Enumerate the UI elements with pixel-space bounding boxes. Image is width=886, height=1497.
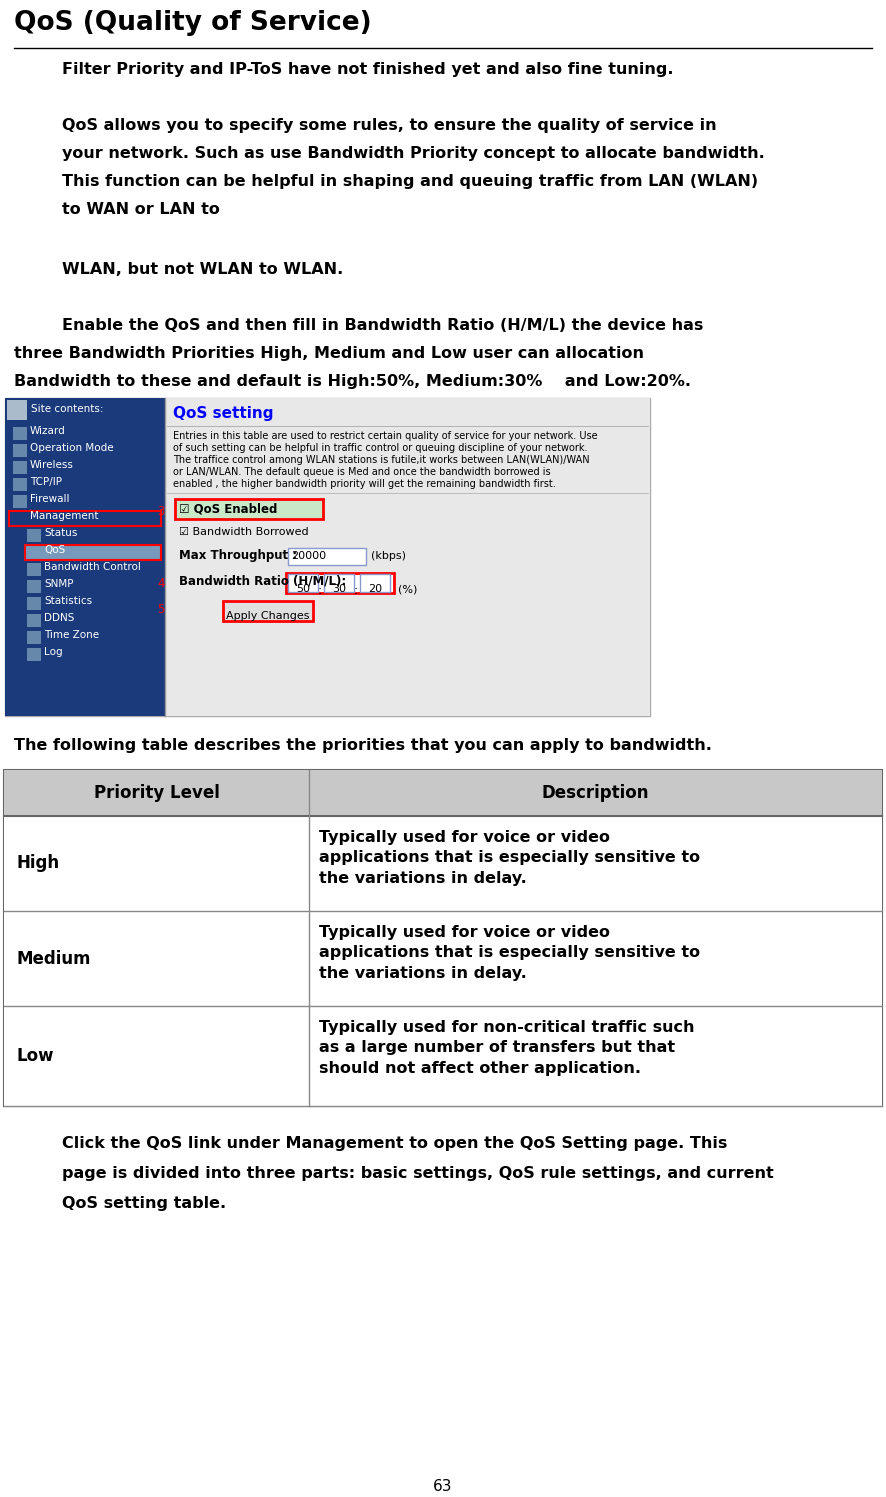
Text: 30: 30 [332,584,346,594]
Text: Filter Priority and IP-ToS have not finished yet and also fine tuning.: Filter Priority and IP-ToS have not fini… [62,61,673,76]
Text: High: High [16,855,59,873]
Text: Management: Management [30,510,98,521]
Text: QoS: QoS [44,545,66,555]
Text: Typically used for voice or video
applications that is especially sensitive to
t: Typically used for voice or video applic… [319,829,700,886]
Bar [223,600,313,621]
Bar [4,769,882,1106]
Text: Wireless: Wireless [30,460,74,470]
Text: Enable the QoS and then fill in Bandwidth Ratio (H/M/L) the device has: Enable the QoS and then fill in Bandwidt… [62,317,703,332]
Text: Bandwidth Ratio (H/M/L):: Bandwidth Ratio (H/M/L): [179,575,346,588]
Text: Typically used for non-critical traffic such
as a large number of transfers but : Typically used for non-critical traffic … [319,1019,695,1076]
Text: three Bandwidth Priorities High, Medium and Low user can allocation: three Bandwidth Priorities High, Medium … [14,346,644,361]
Text: to WAN or LAN to: to WAN or LAN to [62,202,220,217]
Text: 4: 4 [157,576,165,590]
Text: 20: 20 [368,584,382,594]
Text: Site contents:: Site contents: [31,404,104,415]
Bar [288,548,366,564]
Text: Entries in this table are used to restrict certain quality of service for your n: Entries in this table are used to restri… [173,431,598,442]
Text: QoS setting table.: QoS setting table. [62,1196,226,1211]
Bar [27,597,41,609]
Bar [4,816,882,912]
Text: ☑ QoS Enabled: ☑ QoS Enabled [179,503,277,516]
Bar [7,400,27,421]
Text: QoS (Quality of Service): QoS (Quality of Service) [14,10,371,36]
Text: page is divided into three parts: basic settings, QoS rule settings, and current: page is divided into three parts: basic … [62,1166,773,1181]
Bar [5,398,165,716]
Text: ☑ Bandwidth Borrowed: ☑ Bandwidth Borrowed [179,527,308,537]
Text: 63: 63 [433,1479,453,1494]
Text: Status: Status [44,528,77,537]
Text: (%): (%) [398,584,417,594]
Text: Description: Description [541,784,649,802]
Bar [165,398,650,716]
Text: SNMP: SNMP [44,579,74,588]
Text: your network. Such as use Bandwidth Priority concept to allocate bandwidth.: your network. Such as use Bandwidth Prio… [62,147,765,162]
Bar [13,461,27,475]
Bar [27,579,41,593]
Text: or LAN/WLAN. The default queue is Med and once the bandwidth borrowed is: or LAN/WLAN. The default queue is Med an… [173,467,550,478]
Text: Wizard: Wizard [30,427,66,436]
Text: :: : [354,584,358,597]
Bar [27,528,41,542]
Text: Typically used for voice or video
applications that is especially sensitive to
t: Typically used for voice or video applic… [319,925,700,981]
Text: 50: 50 [296,584,310,594]
Bar [25,545,161,560]
Bar [13,478,27,491]
Text: Log: Log [44,647,63,657]
Text: QoS setting: QoS setting [173,406,274,421]
Text: DDNS: DDNS [44,612,74,623]
Text: :: : [318,584,323,597]
Text: (kbps): (kbps) [371,551,406,561]
Text: Time Zone: Time Zone [44,630,99,641]
Bar [4,912,882,1006]
Text: Bandwidth Control: Bandwidth Control [44,561,141,572]
Bar [27,632,41,644]
Bar [27,648,41,662]
Bar [175,499,323,519]
Text: 3: 3 [157,504,165,518]
Text: of such setting can be helpful in traffic control or queuing discipline of your : of such setting can be helpful in traffi… [173,443,587,454]
Text: Operation Mode: Operation Mode [30,443,113,454]
Text: WLAN, but not WLAN to WLAN.: WLAN, but not WLAN to WLAN. [62,262,343,277]
Text: TCP/IP: TCP/IP [30,478,62,487]
Bar [13,512,27,525]
Text: Statistics: Statistics [44,596,92,606]
Text: This function can be helpful in shaping and queuing traffic from LAN (WLAN): This function can be helpful in shaping … [62,174,758,189]
Text: 20000: 20000 [291,551,326,561]
Text: enabled , the higher bandwidth priority will get the remaining bandwidth first.: enabled , the higher bandwidth priority … [173,479,556,490]
Bar [5,398,650,716]
Text: Firewall: Firewall [30,494,69,504]
Bar [13,445,27,457]
Text: Bandwidth to these and default is High:50%, Medium:30%    and Low:20%.: Bandwidth to these and default is High:5… [14,374,691,389]
Text: 5: 5 [157,603,165,615]
Bar [286,573,394,593]
Bar [324,573,354,591]
Text: QoS allows you to specify some rules, to ensure the quality of service in: QoS allows you to specify some rules, to… [62,118,717,133]
Bar [13,496,27,507]
Bar [4,1006,882,1106]
Bar [27,546,41,558]
Text: Max Throughput :: Max Throughput : [179,549,297,561]
Bar [288,573,318,591]
Bar [9,510,161,525]
Text: Medium: Medium [16,949,90,967]
Bar [360,573,390,591]
Text: Priority Level: Priority Level [94,784,220,802]
Bar [4,769,882,816]
Bar [27,614,41,627]
Text: The traffice control among WLAN stations is futile,it works between LAN(WLAN)/WA: The traffice control among WLAN stations… [173,455,589,466]
Text: The following table describes the priorities that you can apply to bandwidth.: The following table describes the priori… [14,738,711,753]
Text: Click the QoS link under Management to open the QoS Setting page. This: Click the QoS link under Management to o… [62,1136,727,1151]
Text: Low: Low [16,1046,53,1064]
Text: Apply Changes: Apply Changes [226,611,310,621]
Bar [27,563,41,576]
Bar [13,427,27,440]
